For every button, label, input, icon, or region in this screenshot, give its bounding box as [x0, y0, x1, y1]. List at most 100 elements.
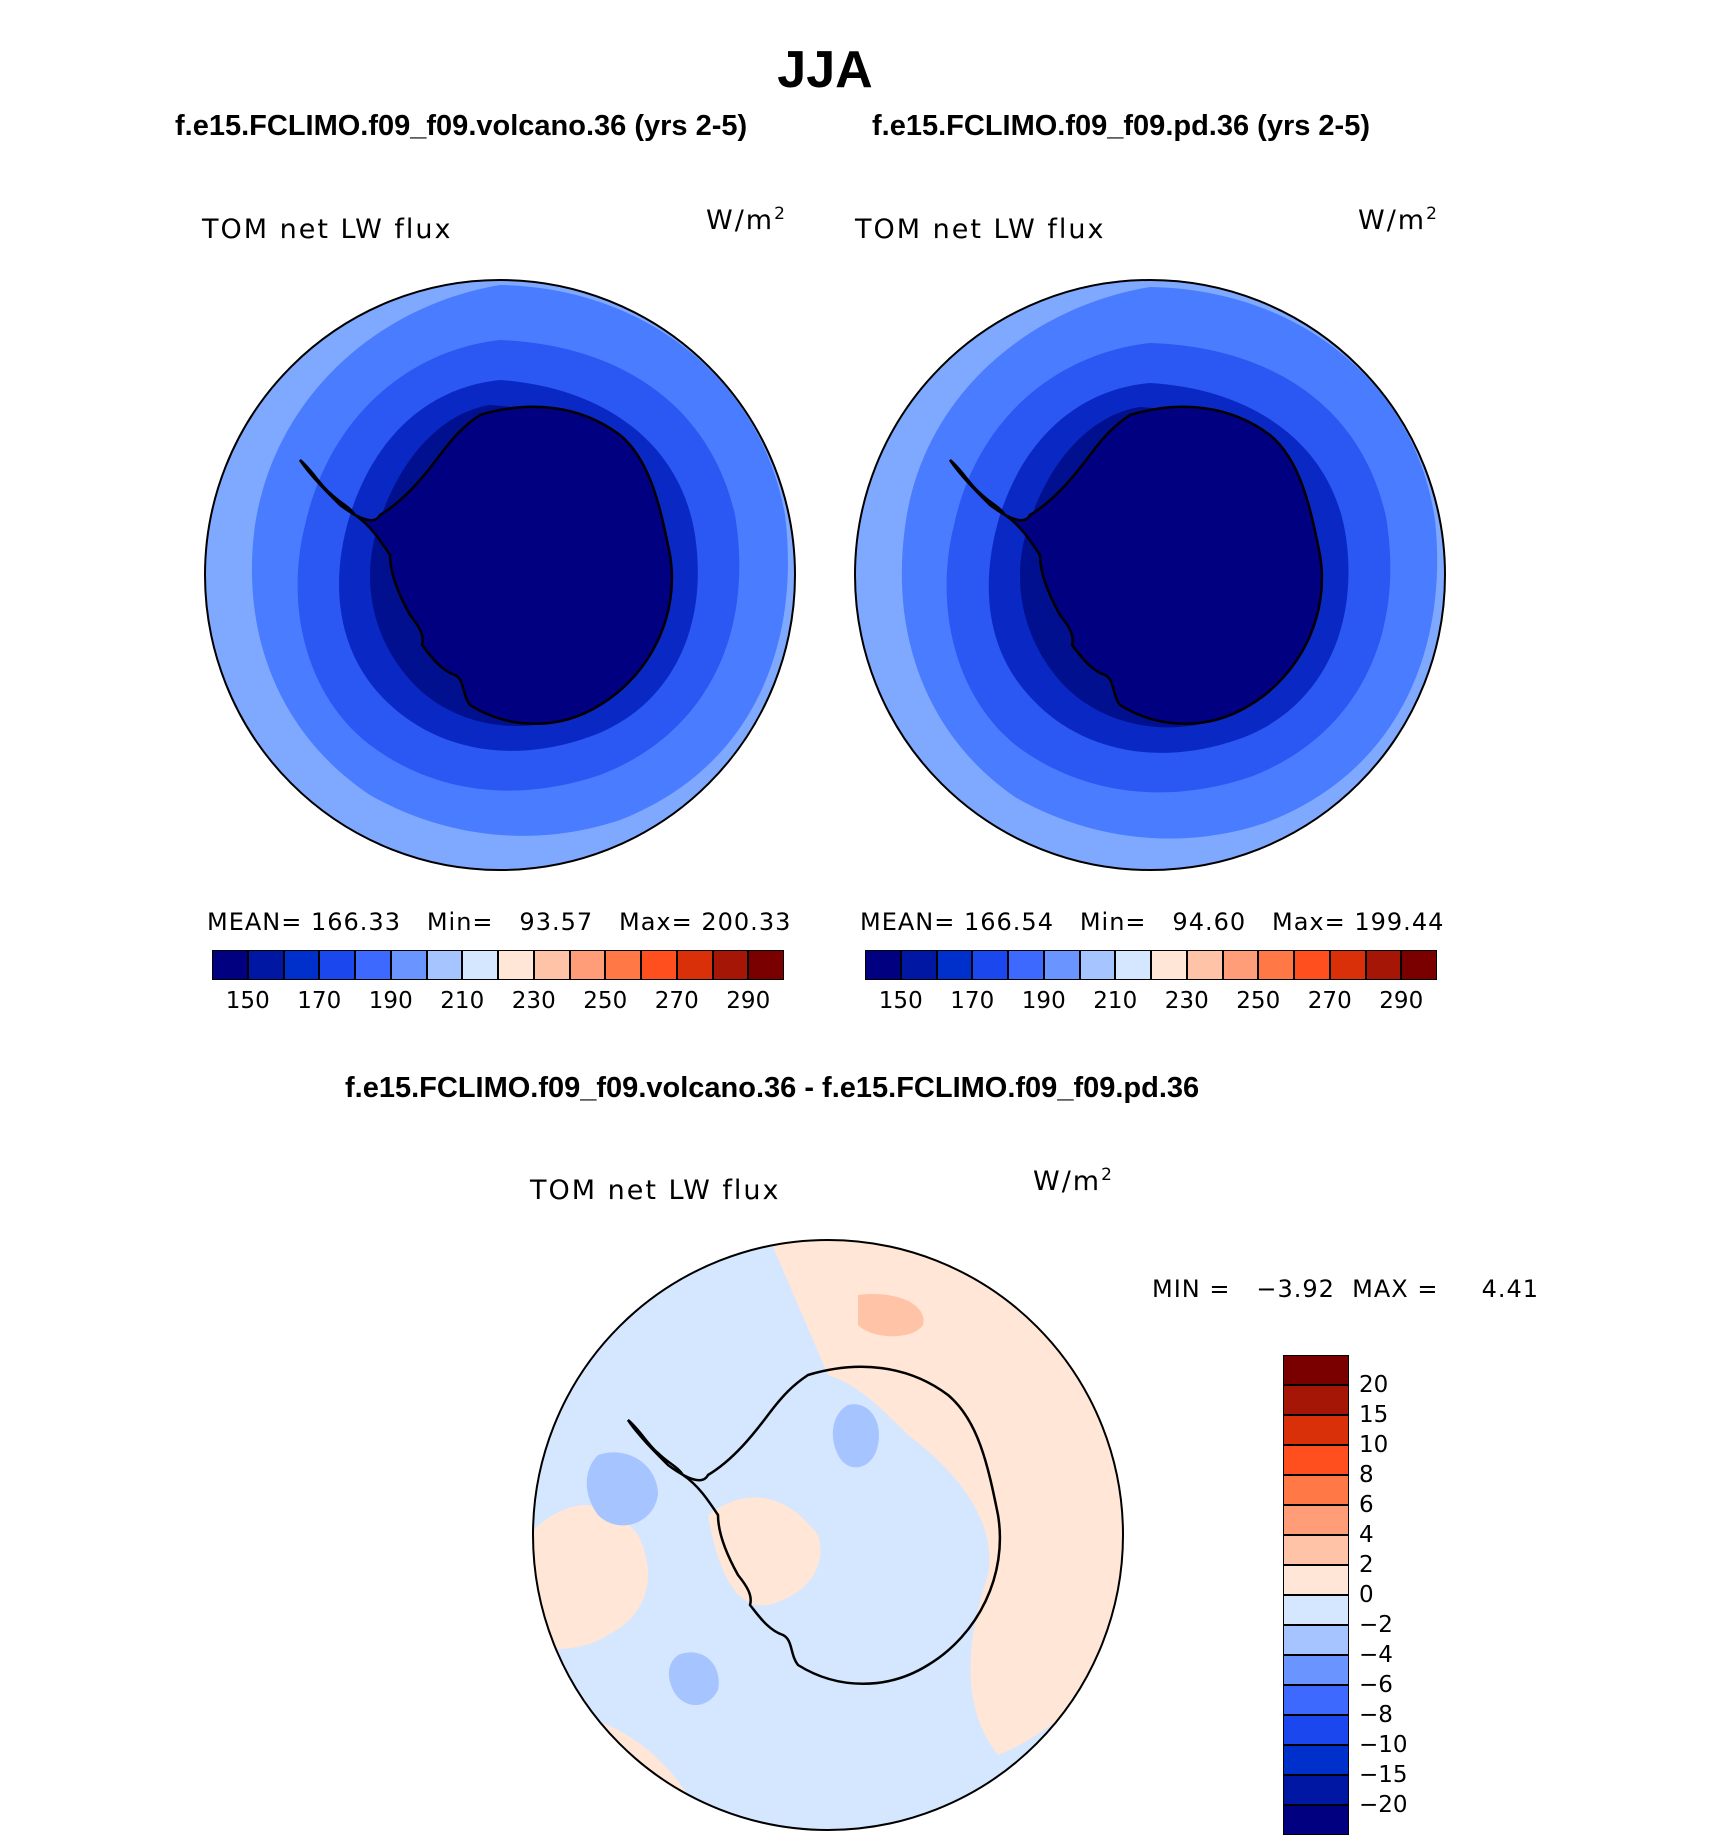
colorbar-swatch: [390, 950, 427, 980]
colorbar-swatch: [1079, 950, 1116, 980]
colorbar-tick-label: 20: [1359, 1372, 1389, 1398]
panel-2-variable-label: TOM net LW flux: [855, 214, 1106, 245]
colorbar-tick-label: 150: [878, 988, 923, 1014]
colorbar-swatch: [712, 950, 749, 980]
colorbar-swatch: [1283, 1745, 1349, 1775]
colorbar-swatch: [498, 950, 534, 980]
diff-negative-patch: [832, 1404, 879, 1468]
colorbar-swatch: [319, 950, 355, 980]
colorbar-swatch: [1283, 1505, 1349, 1535]
colorbar-swatch: [900, 950, 937, 980]
colorbar-tick-label: −4: [1359, 1642, 1393, 1668]
colorbar-tick-label: 10: [1359, 1432, 1389, 1458]
panel-1-case-title: f.e15.FCLIMO.f09_f09.volcano.36 (yrs 2-5…: [175, 110, 748, 142]
colorbar-tick-label: −10: [1359, 1732, 1408, 1758]
colorbar-tick-label: 8: [1359, 1462, 1374, 1488]
diff-positive-region: [533, 1505, 648, 1655]
panel-2-colorbar: 150 170 190 210 230 250 270 290: [865, 950, 1437, 1014]
colorbar-swatch: [1283, 1445, 1349, 1475]
colorbar-tick-label: 230: [511, 988, 556, 1014]
colorbar-swatch: [936, 950, 973, 980]
colorbar-swatch: [1151, 950, 1187, 980]
colorbar-swatch: [1115, 950, 1151, 980]
colorbar-swatch: [533, 950, 570, 980]
colorbar-swatch: [1283, 1355, 1349, 1385]
colorbar-swatch: [1401, 950, 1437, 980]
panel-2-stats: MEAN= 166.54 Min= 94.60 Max= 199.44: [860, 908, 1445, 936]
colorbar-swatch: [1283, 1385, 1349, 1415]
colorbar-swatch: [1283, 1565, 1349, 1595]
colorbar-tick-label: −20: [1359, 1792, 1408, 1818]
diff-title: f.e15.FCLIMO.f09_f09.volcano.36 - f.e15.…: [345, 1072, 1200, 1104]
colorbar-tick-label: 290: [1379, 988, 1424, 1014]
diff-positive-region: [1008, 1743, 1123, 1830]
colorbar-swatch: [1283, 1535, 1349, 1565]
colorbar-swatch: [1329, 950, 1366, 980]
colorbar-tick-label: 270: [654, 988, 699, 1014]
diff-negative-patch: [586, 1452, 658, 1526]
colorbar-swatch: [355, 950, 391, 980]
colorbar-tick-label: 250: [583, 988, 628, 1014]
diff-positive-region: [708, 1497, 821, 1606]
colorbar-tick-label: 150: [225, 988, 270, 1014]
colorbar-swatch: [1294, 950, 1330, 980]
colorbar-swatch: [1283, 1655, 1349, 1685]
colorbar-swatch: [1222, 950, 1259, 980]
colorbar-tick-label: 210: [440, 988, 485, 1014]
colorbar-swatch: [426, 950, 463, 980]
panel-2-case-title: f.e15.FCLIMO.f09_f09.pd.36 (yrs 2-5): [872, 110, 1370, 142]
panel-2-polar-map: [854, 279, 1446, 871]
panel-1-variable-label: TOM net LW flux: [202, 214, 453, 245]
colorbar-swatch: [605, 950, 641, 980]
panel-1-stats: MEAN= 166.33 Min= 93.57 Max= 200.33: [207, 908, 792, 936]
colorbar-swatch: [283, 950, 320, 980]
colorbar-swatch: [748, 950, 784, 980]
colorbar-tick-label: −2: [1359, 1612, 1393, 1638]
colorbar-swatch: [1283, 1595, 1349, 1625]
colorbar-swatch: [972, 950, 1008, 980]
figure-title: JJA: [777, 41, 873, 99]
colorbar-swatch: [247, 950, 284, 980]
colorbar-swatch: [462, 950, 498, 980]
colorbar-tick-label: 170: [297, 988, 342, 1014]
antarctica-coastline: [298, 405, 674, 725]
colorbar-swatch: [641, 950, 677, 980]
colorbar-tick-label: 190: [368, 988, 413, 1014]
colorbar-tick-label: 170: [950, 988, 995, 1014]
colorbar-tick-label: 230: [1164, 988, 1209, 1014]
diff-positive-region: [768, 1240, 1123, 1755]
colorbar-swatch: [1283, 1415, 1349, 1445]
colorbar-swatch: [865, 950, 901, 980]
colorbar-tick-label: 15: [1359, 1402, 1389, 1428]
colorbar-swatch: [1283, 1625, 1349, 1655]
colorbar-tick-label: 6: [1359, 1492, 1374, 1518]
colorbar-swatch: [1365, 950, 1402, 980]
panel-1-colorbar: 150 170 190 210 230 250 270 290: [212, 950, 784, 1014]
diff-variable-label: TOM net LW flux: [530, 1175, 781, 1206]
colorbar-swatch: [676, 950, 713, 980]
panel-1-polar-map: [204, 279, 796, 871]
colorbar-swatch: [569, 950, 606, 980]
colorbar-swatch: [1283, 1685, 1349, 1715]
colorbar-tick-label: 2: [1359, 1552, 1374, 1578]
panel-1-units-label: W/m2: [706, 204, 787, 236]
colorbar-swatch: [1283, 1475, 1349, 1505]
diff-units-label: W/m2: [1033, 1165, 1114, 1197]
colorbar-tick-label: −15: [1359, 1762, 1408, 1788]
colorbar-tick-label: 210: [1093, 988, 1138, 1014]
colorbar-tick-label: 270: [1307, 988, 1352, 1014]
colorbar-swatch: [1283, 1805, 1349, 1835]
colorbar-tick-label: 250: [1236, 988, 1281, 1014]
colorbar-tick-label: 190: [1021, 988, 1066, 1014]
colorbar-tick-label: −6: [1359, 1672, 1393, 1698]
antarctica-coastline: [948, 405, 1324, 725]
diff-colorbar: −20 −15 −10 −8 −6 −4 −2 0 2 4 6 8 10 15 20: [1283, 1355, 1408, 1835]
diff-positive-patch: [858, 1294, 924, 1337]
colorbar-swatch: [212, 950, 248, 980]
colorbar-swatch: [1186, 950, 1223, 980]
antarctica-coastline: [626, 1365, 1002, 1685]
panel-2-units-label: W/m2: [1358, 204, 1439, 236]
colorbar-tick-label: 4: [1359, 1522, 1374, 1548]
diff-polar-map: [532, 1239, 1124, 1831]
colorbar-tick-label: 290: [726, 988, 771, 1014]
